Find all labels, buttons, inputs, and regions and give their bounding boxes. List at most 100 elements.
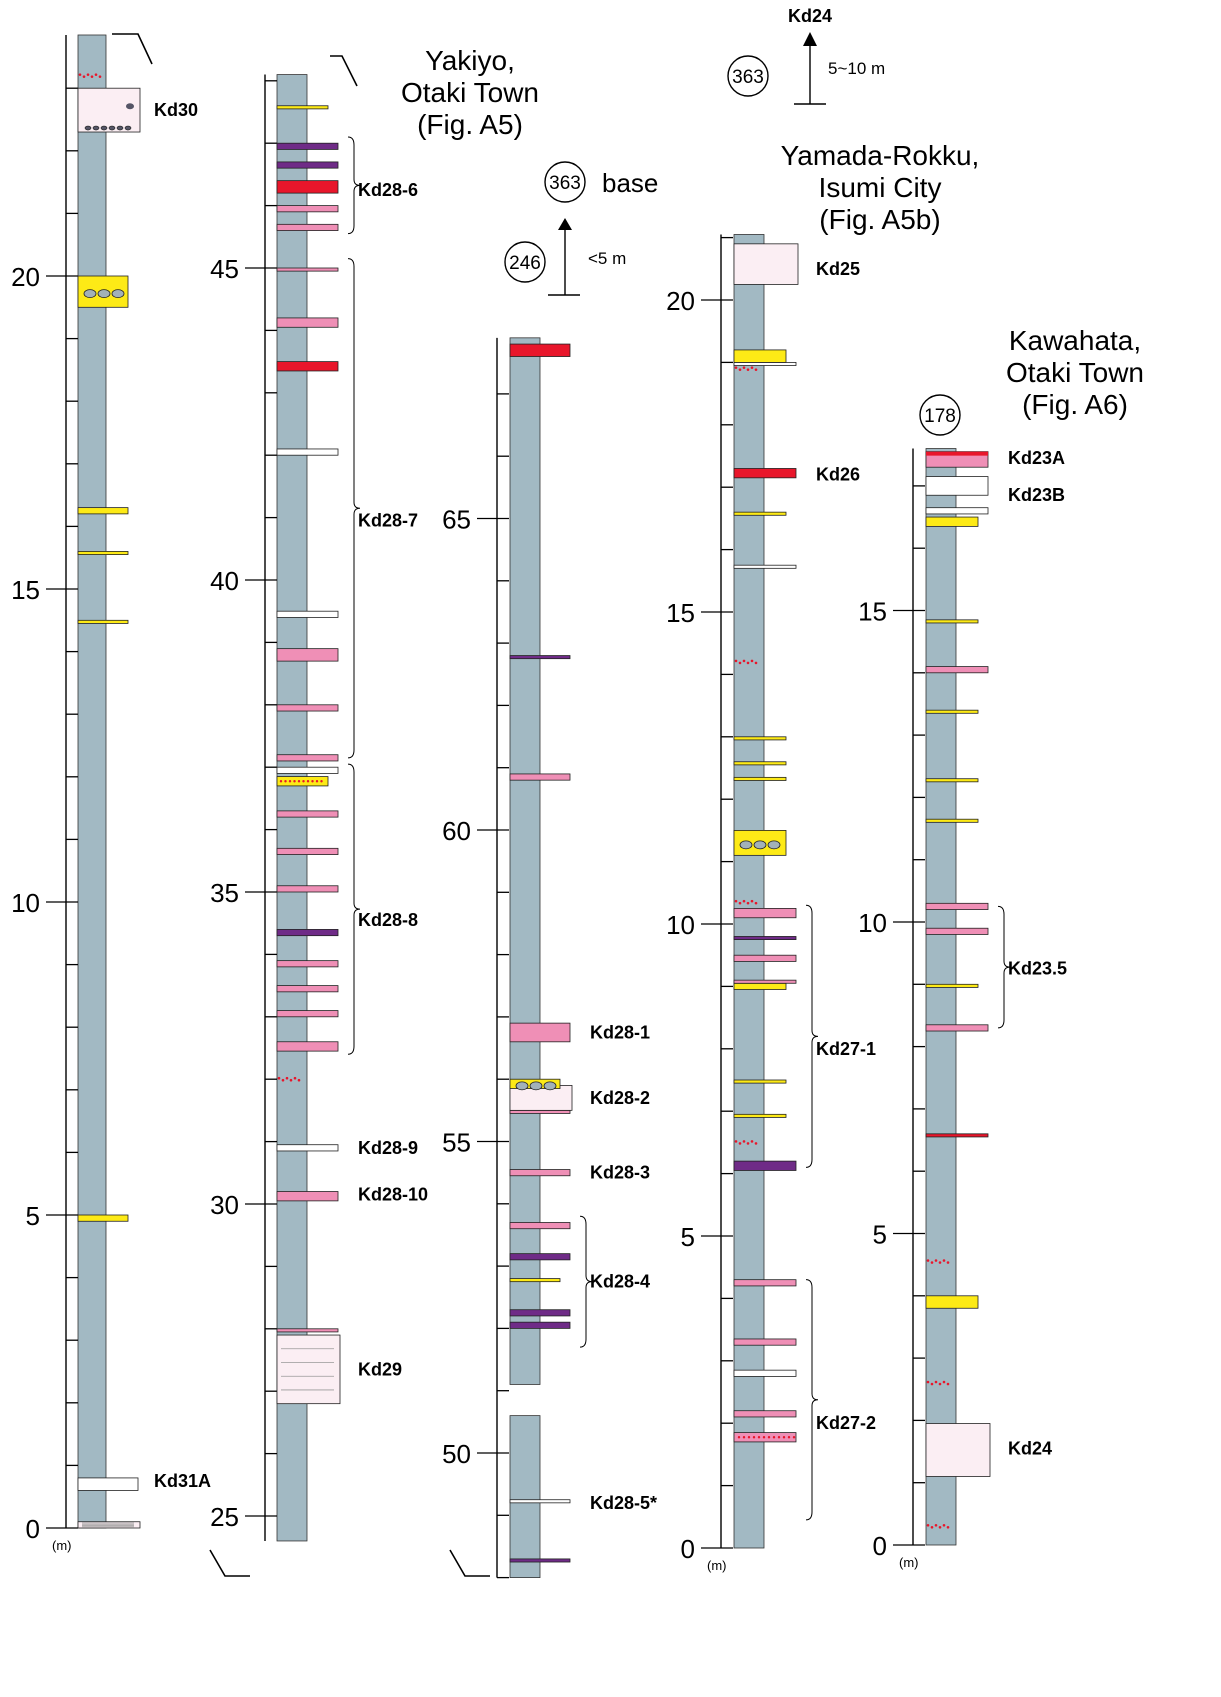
circled-number [504,241,546,283]
circled-number [919,394,961,436]
red-dot [754,368,758,371]
marker-label: base [602,168,658,198]
layer-yellow [733,736,787,741]
layer-red [276,180,339,194]
tephra-label: Kd28-3 [590,1163,650,1183]
tephra-label: Kd31A [154,1471,211,1491]
tephra-label: Kd27-2 [816,1413,876,1433]
red-dot [792,1436,796,1439]
layer-white [733,564,797,569]
red-dot [946,1526,950,1529]
tephra-label: Kd28-6 [358,180,418,200]
layer-yellow [925,709,979,714]
clast [116,125,124,131]
layer-purple [509,1321,571,1329]
site-title: (Fig. A5) [417,109,523,140]
red-dot [930,1261,934,1264]
red-dot [938,1526,942,1529]
layer-pink [276,317,339,328]
layer-yellow [733,761,787,766]
layer-red [733,468,797,479]
tick-label: 5 [873,1220,887,1250]
layer-yellow [925,1295,979,1309]
tephra-label: Kd28-4 [590,1272,650,1292]
marker-note: 5~10 m [828,59,885,78]
red-dot [297,780,301,783]
tephra-label: Kd28-7 [358,511,418,531]
red-dot [934,1259,938,1262]
tick-label: 30 [210,1190,239,1220]
layer-pink [925,902,989,910]
circled-number-text: 246 [509,253,541,274]
column-c1 [46,34,141,1529]
red-dot [742,1140,746,1143]
red-dot [767,1436,771,1439]
tick-label: 40 [210,566,239,596]
red-dot [742,899,746,903]
red-dot [279,780,283,783]
red-dot [938,1382,942,1386]
red-dot [930,1382,934,1386]
red-dot [311,780,314,783]
layer-purple [276,929,339,937]
tick-label: 55 [442,1128,471,1158]
red-dot [293,1076,297,1080]
tick-label: 15 [11,575,40,605]
bracket [997,905,1011,1029]
tick-label: 10 [858,908,887,938]
site-title: Otaki Town [401,77,539,108]
tick-label: 35 [210,878,239,908]
red-dot [734,659,738,663]
red-dot [772,1436,776,1439]
tephra-label: Kd28-5* [590,1493,657,1513]
red-dot [738,368,742,371]
mudstone-column [509,337,541,1385]
mudstone-column [509,1415,541,1578]
layer-pink [276,754,339,762]
red-dot [98,75,102,78]
tick-label: 0 [681,1534,695,1564]
red-dot [752,1436,756,1439]
column-c4 [701,234,819,1549]
bracket [805,1279,819,1521]
layer-pink [276,810,339,818]
column-c3 [477,337,593,1579]
column-c2 [245,74,361,1542]
layer-red-top [926,451,988,456]
red-dot [942,1524,946,1527]
red-dot [742,366,746,369]
layer-white [276,448,339,456]
site-title: Kawahata, [1009,325,1141,356]
column-c5 [893,448,1011,1546]
tick-label: 0 [26,1514,40,1544]
layer-white [276,610,339,618]
mudstone-column [925,448,957,1546]
red-dot [946,1382,950,1386]
layer-pink [733,908,797,919]
pebble [529,1081,543,1091]
marker-note: <5 m [588,249,626,268]
tephra-label: Kd26 [816,465,860,485]
tick-label: 25 [210,1502,239,1532]
layer-pink [276,205,339,213]
clast [84,125,92,131]
layer-pink [276,648,339,662]
marker-label: Kd24 [788,6,832,26]
red-dot [306,780,310,783]
red-dot [934,1380,938,1384]
tephra-label: Kd23A [1008,448,1065,468]
layer-yellow [733,982,787,990]
layer-purple [733,936,797,940]
red-dot [737,1436,741,1439]
mudstone-column [276,74,308,1542]
layer-purple [509,1253,571,1261]
pebble [83,289,97,299]
tephra-label: Kd28-10 [358,1185,428,1205]
layer-purple [509,1558,571,1563]
tephra-label: Kd28-1 [590,1022,650,1042]
mudstone-column [733,234,765,1549]
layer-pink [276,1010,339,1018]
layer-pink [276,1328,339,1333]
red-dot [746,901,750,905]
clast [126,103,134,110]
